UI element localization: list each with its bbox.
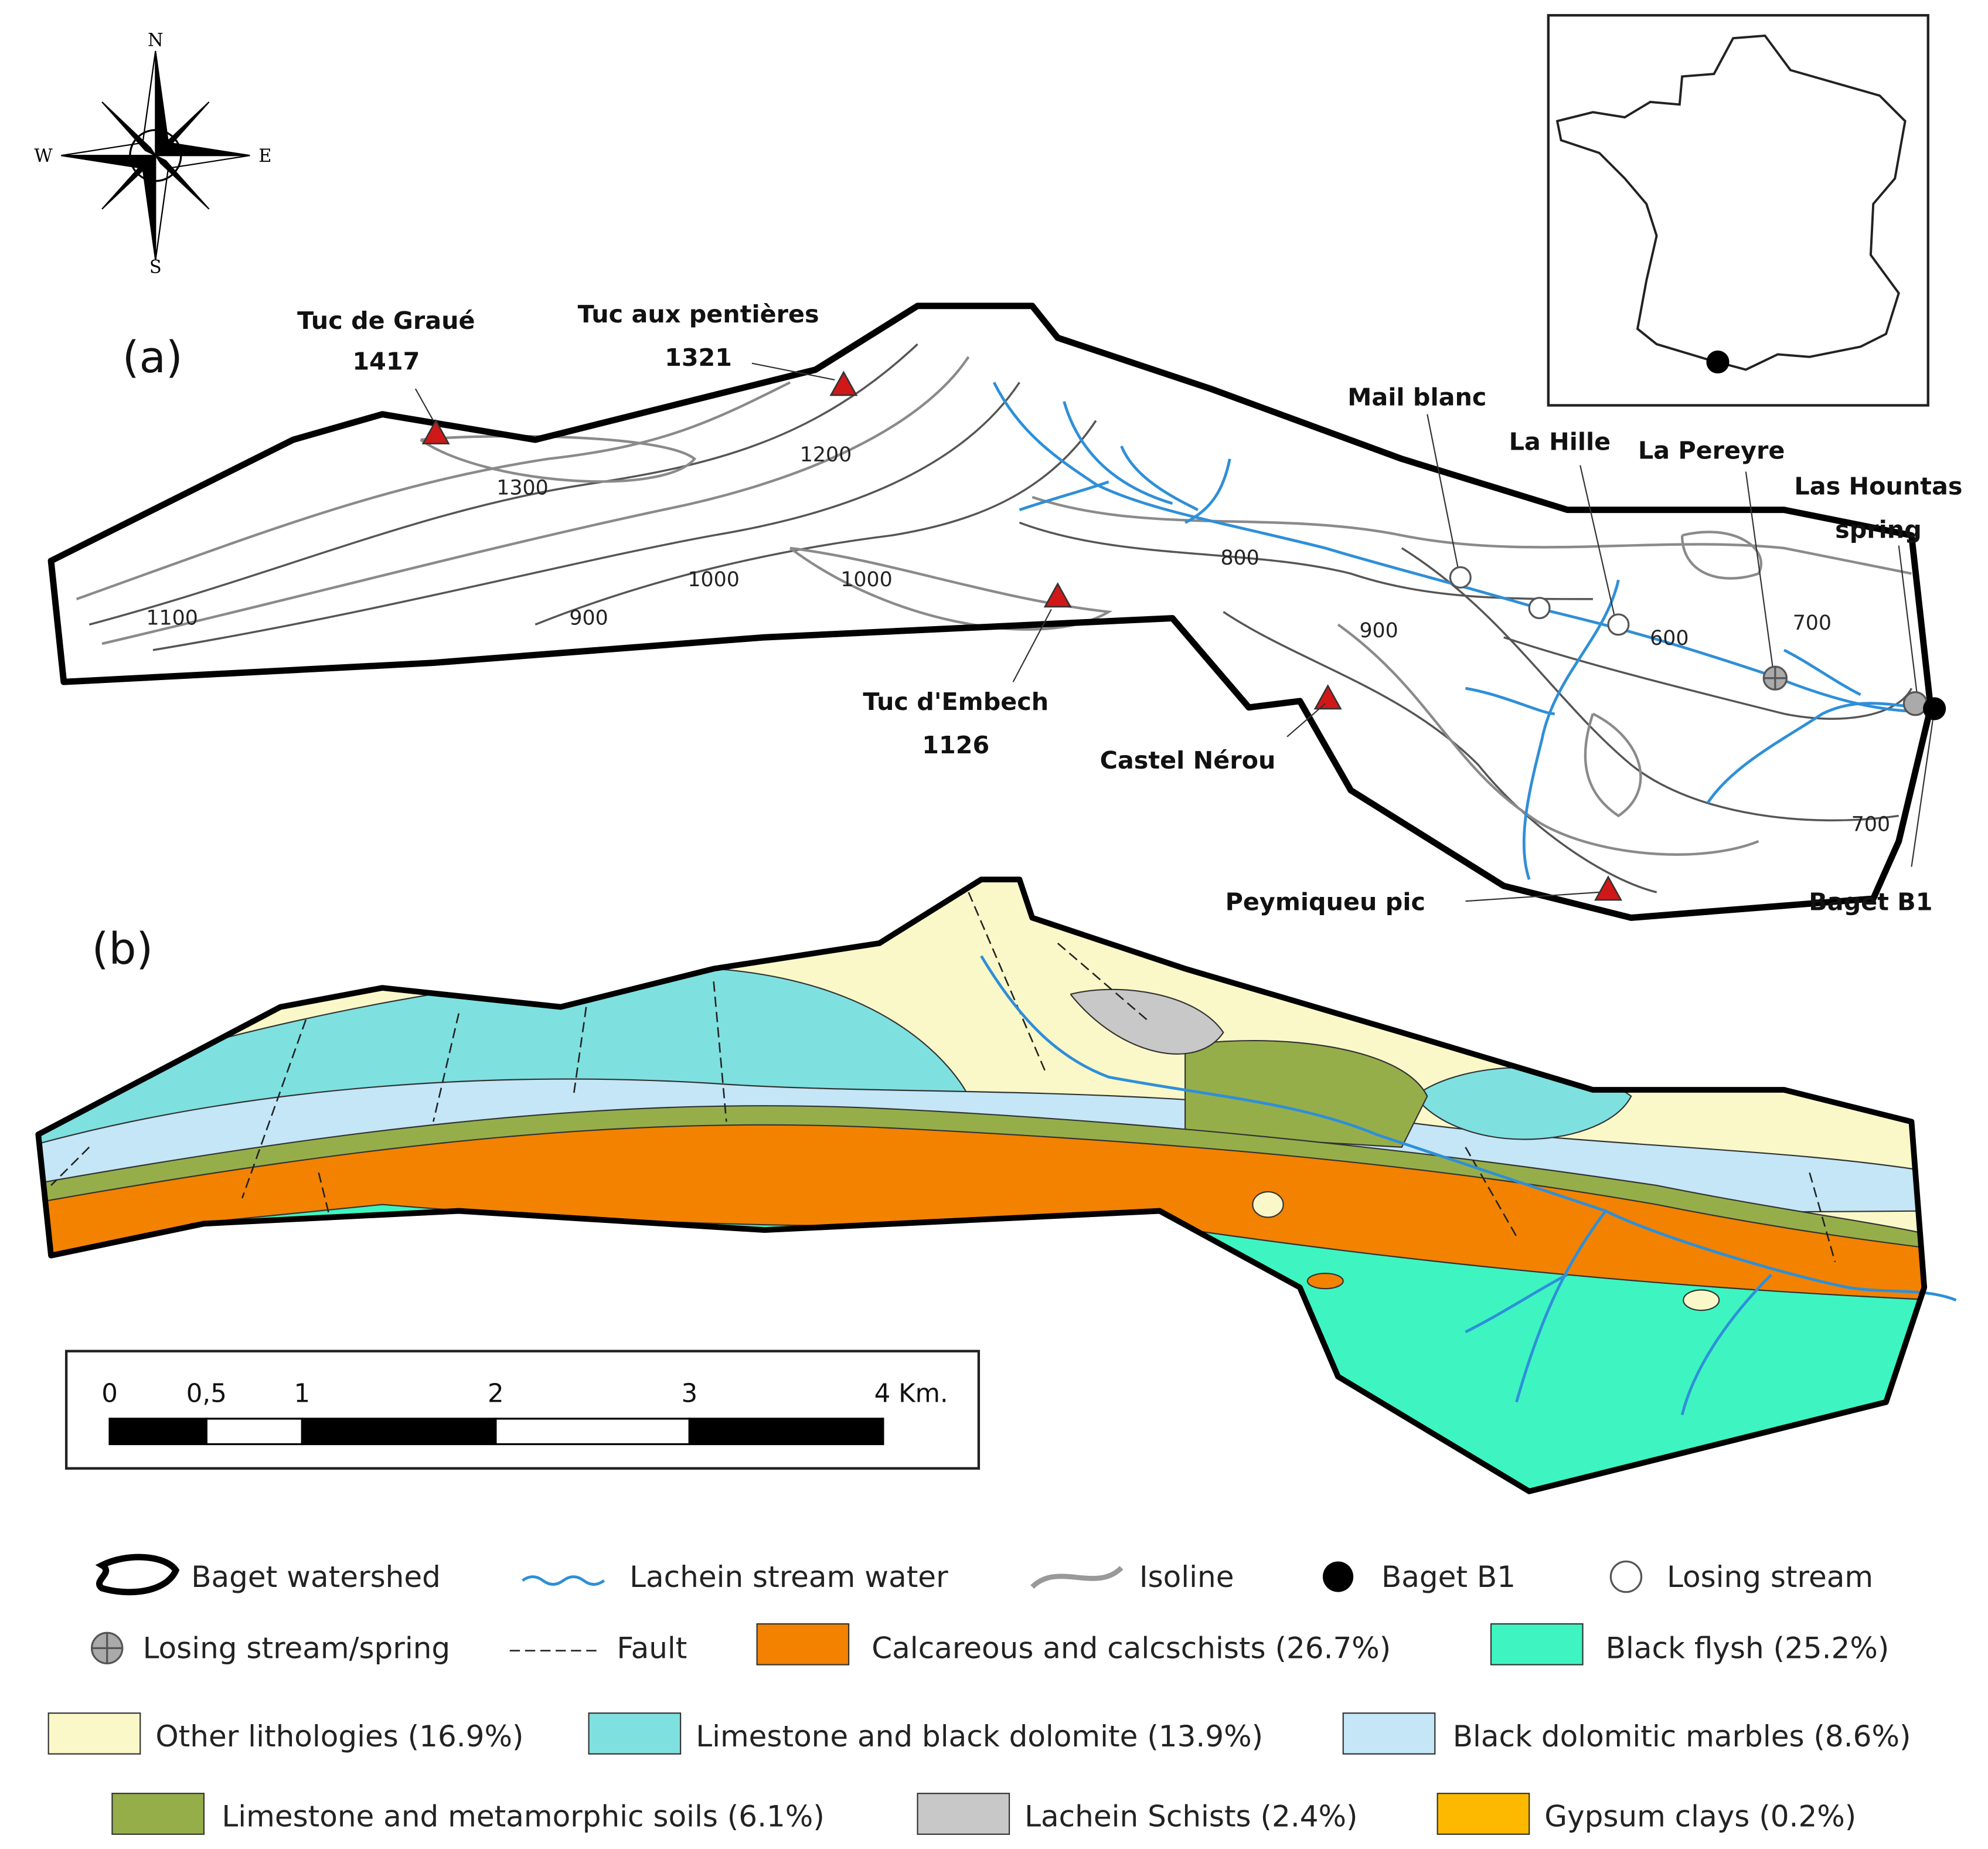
peak-name: Castel Nérou	[1100, 746, 1276, 774]
legend-label: Black dolomitic marbles (8.6%)	[1453, 1719, 1911, 1753]
peak-elevation: 1321	[665, 344, 732, 372]
site-name: spring	[1835, 516, 1922, 544]
peak-name: Tuc aux pentières	[578, 300, 819, 328]
legend-label: Other lithologies (16.9%)	[155, 1719, 523, 1753]
leader-lines	[414, 362, 1935, 902]
contour-label: 1200	[800, 443, 852, 467]
peak-markers	[421, 371, 1622, 901]
contour-label: 900	[569, 606, 608, 630]
legend-label: Limestone and black dolomite (13.9%)	[696, 1719, 1263, 1753]
panel-label: (b)	[92, 924, 154, 974]
contour-label: 1000	[840, 568, 892, 592]
peak-name: Tuc de Graué	[297, 307, 475, 335]
peak-name: Tuc d'Embech	[863, 688, 1049, 716]
legend-label: Losing stream	[1667, 1560, 1873, 1594]
contour-label: 1300	[496, 477, 548, 500]
watershed-outline-b	[35, 876, 1928, 1494]
scale-label: 1	[294, 1379, 311, 1409]
legend-label: Fault	[617, 1632, 687, 1666]
compass-s: S	[149, 257, 162, 277]
legend-label: Lachein Schists (2.4%)	[1024, 1800, 1357, 1834]
legend-label: Gypsum clays (0.2%)	[1544, 1800, 1856, 1834]
site-name: Las Hountas	[1794, 473, 1962, 501]
contour-labels: 1300 1200 1100 1000 1000 900 800 900 600…	[146, 443, 1890, 837]
peak-elevation: 1417	[352, 348, 420, 376]
legend	[47, 1554, 1643, 1835]
scale-frame	[64, 1350, 981, 1470]
location-dot	[1706, 350, 1730, 374]
france-outline	[1555, 34, 1907, 371]
compass-rose	[61, 50, 250, 260]
scale-label: 0	[101, 1379, 118, 1409]
compass-e: E	[258, 146, 271, 166]
compass-n: N	[148, 30, 164, 50]
contour-label: 800	[1220, 546, 1259, 570]
legend-label: Limestone and metamorphic soils (6.1%)	[222, 1800, 824, 1834]
site-markers	[1449, 566, 1946, 720]
scale-label: 3	[682, 1379, 698, 1409]
site-name: La Hille	[1509, 428, 1611, 456]
legend-label: Calcareous and calcschists (26.7%)	[872, 1632, 1391, 1666]
contour-label: 900	[1359, 619, 1398, 643]
contour-label: 700	[1793, 611, 1832, 635]
scale-bar	[108, 1418, 884, 1446]
peak-name: Peymiqueu pic	[1226, 888, 1425, 916]
contour-label: 1100	[146, 606, 198, 630]
contour-label: 600	[1650, 627, 1689, 650]
legend-label: Losing stream/spring	[143, 1632, 451, 1666]
legend-label: Isoline	[1139, 1560, 1234, 1594]
legend-label: Baget B1	[1381, 1560, 1516, 1594]
scale-label: 4 Km.	[874, 1379, 948, 1409]
contour-label: 700	[1851, 813, 1890, 837]
watershed-outline	[47, 302, 1934, 921]
compass-w: W	[34, 146, 53, 166]
site-name: Mail blanc	[1347, 383, 1486, 411]
contours	[76, 343, 1913, 893]
panel-label: (a)	[122, 332, 183, 383]
contour-label: 1000	[687, 568, 739, 592]
scale-label: 0,5	[186, 1379, 227, 1409]
streams-b	[980, 955, 1957, 1416]
peak-elevation: 1126	[922, 731, 989, 759]
legend-label: Baget watershed	[191, 1560, 441, 1594]
legend-label: Lachein stream water	[629, 1560, 948, 1594]
site-name: La Pereyre	[1638, 437, 1785, 465]
site-name: Baget B1	[1809, 888, 1932, 916]
scale-label: 2	[488, 1379, 504, 1409]
legend-label: Black flysh (25.2%)	[1606, 1632, 1890, 1666]
